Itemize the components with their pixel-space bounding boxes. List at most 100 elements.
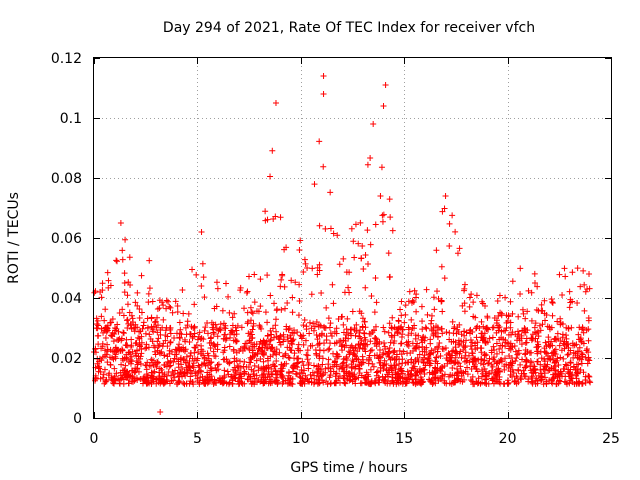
data-point: [138, 272, 145, 279]
data-point: [138, 309, 145, 316]
data-point: [542, 363, 549, 370]
data-point: [386, 353, 393, 360]
data-point: [439, 372, 446, 379]
data-point: [570, 349, 577, 356]
data-point: [428, 312, 435, 319]
data-point: [187, 352, 194, 359]
data-point: [533, 306, 540, 313]
data-point: [341, 368, 348, 375]
data-point: [413, 343, 420, 350]
data-point: [316, 340, 323, 347]
data-point: [150, 378, 157, 385]
data-point: [519, 306, 526, 313]
data-point: [565, 366, 572, 373]
data-point: [129, 315, 136, 322]
data-point: [186, 357, 193, 364]
data-point: [386, 320, 393, 327]
data-point: [202, 362, 209, 369]
data-point: [193, 271, 200, 278]
data-point: [324, 381, 331, 388]
data-point: [128, 336, 135, 343]
data-point: [578, 356, 585, 363]
data-point: [521, 351, 528, 358]
data-point: [361, 330, 368, 337]
data-point: [412, 332, 419, 339]
data-point: [566, 373, 573, 380]
data-point: [225, 371, 232, 378]
data-point: [173, 330, 180, 337]
data-point: [277, 283, 284, 290]
data-point: [99, 374, 106, 381]
data-point: [168, 377, 175, 384]
data-point: [119, 256, 126, 263]
data-point: [585, 326, 592, 333]
data-point: [274, 380, 281, 387]
data-point: [461, 308, 468, 315]
data-point: [367, 330, 374, 337]
data-point: [505, 313, 512, 320]
data-point: [419, 348, 426, 355]
data-point: [434, 288, 441, 295]
data-point: [361, 346, 368, 353]
data-point: [244, 288, 251, 295]
data-point: [330, 300, 337, 307]
data-point: [368, 378, 375, 385]
data-point: [581, 281, 588, 288]
data-point: [306, 319, 313, 326]
data-point: [104, 346, 111, 353]
data-point: [443, 329, 450, 336]
data-point: [127, 356, 134, 363]
data-point: [351, 351, 358, 358]
data-point: [482, 376, 489, 383]
data-point: [563, 324, 570, 331]
data-point: [370, 121, 377, 127]
data-point: [552, 363, 559, 370]
data-point: [154, 338, 161, 345]
data-point: [441, 275, 448, 282]
data-point: [137, 328, 144, 335]
data-point: [473, 358, 480, 365]
data-point: [413, 291, 420, 298]
data-point: [104, 269, 111, 276]
data-point: [316, 347, 323, 354]
data-point: [118, 361, 125, 368]
data-point: [124, 292, 131, 299]
data-point: [474, 339, 481, 346]
data-point: [262, 208, 269, 215]
data-point: [284, 380, 291, 387]
data-point: [401, 319, 408, 326]
data-point: [383, 350, 390, 357]
data-point: [124, 301, 131, 308]
data-point: [194, 378, 201, 385]
data-point: [461, 300, 468, 307]
data-point: [120, 312, 127, 319]
data-point: [184, 322, 191, 329]
data-point: [343, 269, 350, 276]
data-point: [264, 345, 271, 352]
data-point: [203, 357, 210, 364]
data-point: [308, 291, 315, 298]
data-point: [382, 82, 389, 88]
data-point: [506, 353, 513, 360]
data-point: [282, 350, 289, 357]
data-point: [159, 299, 166, 306]
data-point: [213, 303, 220, 310]
data-point: [454, 250, 461, 257]
data-point: [224, 368, 231, 375]
data-point: [423, 286, 430, 293]
data-point: [334, 232, 341, 239]
data-point: [437, 352, 444, 359]
data-point: [559, 291, 566, 298]
data-point: [297, 237, 304, 244]
data-point: [333, 370, 340, 377]
data-point: [119, 247, 126, 254]
data-point: [103, 351, 110, 358]
data-point: [160, 379, 167, 386]
data-point: [346, 289, 353, 296]
data-point: [438, 298, 445, 305]
data-point: [123, 317, 130, 324]
data-point: [163, 376, 170, 383]
data-point: [163, 305, 170, 312]
data-point: [247, 339, 254, 346]
data-point: [294, 355, 301, 362]
